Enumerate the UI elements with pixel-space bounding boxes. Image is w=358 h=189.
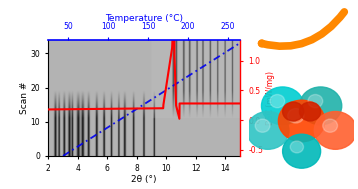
Circle shape [261,87,304,125]
Circle shape [279,100,325,142]
Circle shape [288,108,304,123]
Circle shape [308,94,323,108]
Circle shape [314,112,357,149]
Y-axis label: Scan #: Scan # [20,82,29,114]
Circle shape [255,119,270,132]
Circle shape [300,87,342,125]
X-axis label: Temperature (°C): Temperature (°C) [105,14,183,23]
Circle shape [290,141,304,153]
Circle shape [300,102,321,121]
Circle shape [323,119,338,132]
X-axis label: 2θ (°): 2θ (°) [131,175,157,184]
Y-axis label: DSC (mW/mg): DSC (mW/mg) [266,71,275,125]
Circle shape [270,94,285,108]
FancyArrowPatch shape [262,12,344,46]
Circle shape [282,102,304,121]
Circle shape [247,112,289,149]
Circle shape [282,134,321,168]
